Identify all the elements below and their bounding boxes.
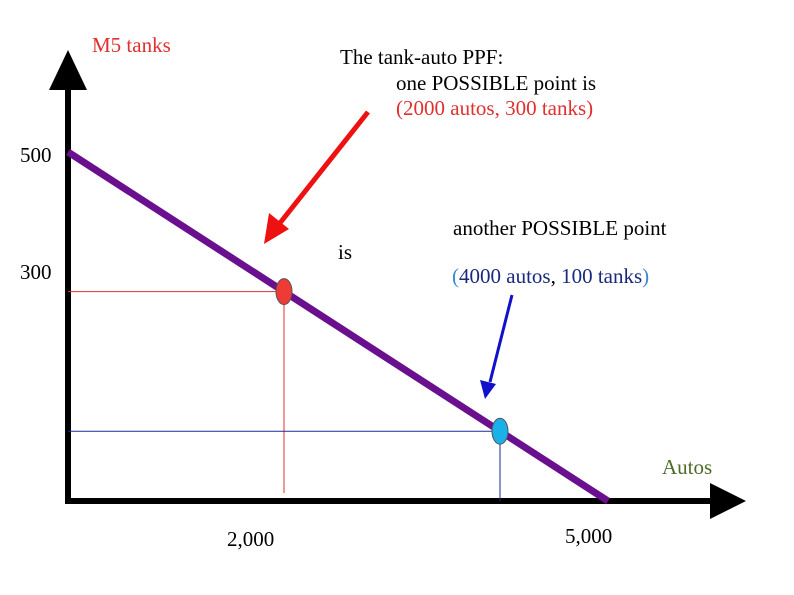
point2-label-close-paren: ) [642,264,650,288]
connector-is: is [338,240,353,264]
point2-label-tanks: 100 tanks [561,264,643,288]
ppf-point-2 [491,417,509,445]
x-tick-label-5000: 5,000 [565,524,613,548]
x-axis-title: Autos [662,455,713,479]
ppf-point-1 [275,278,293,306]
point2-label-comma: , [550,264,556,288]
chart-title-line-2: one POSSIBLE point is [396,71,597,95]
point2-intro: another POSSIBLE point [453,216,667,240]
arrow2-head [480,380,496,399]
y-tick-label-500: 500 [20,143,52,167]
x-axis-arrowhead [710,483,746,519]
arrow1-head [264,213,289,244]
chart-title-line-1: The tank-auto PPF: [340,45,504,69]
arrow1-shaft [278,110,370,225]
ppf-line [66,149,610,504]
point2-label-open-paren: ( [452,264,459,288]
y-axis-title: M5 tanks [92,33,171,57]
y-tick-label-300: 300 [20,260,52,284]
y-axis-arrowhead [49,50,87,90]
arrow2-shaft [488,294,514,383]
point1-label: (2000 autos, 300 tanks) [396,96,594,120]
x-tick-label-2000: 2,000 [227,527,275,551]
point2-label-autos: 4000 autos [459,264,551,288]
point2-label: (4000 autos, 100 tanks) [452,264,649,288]
